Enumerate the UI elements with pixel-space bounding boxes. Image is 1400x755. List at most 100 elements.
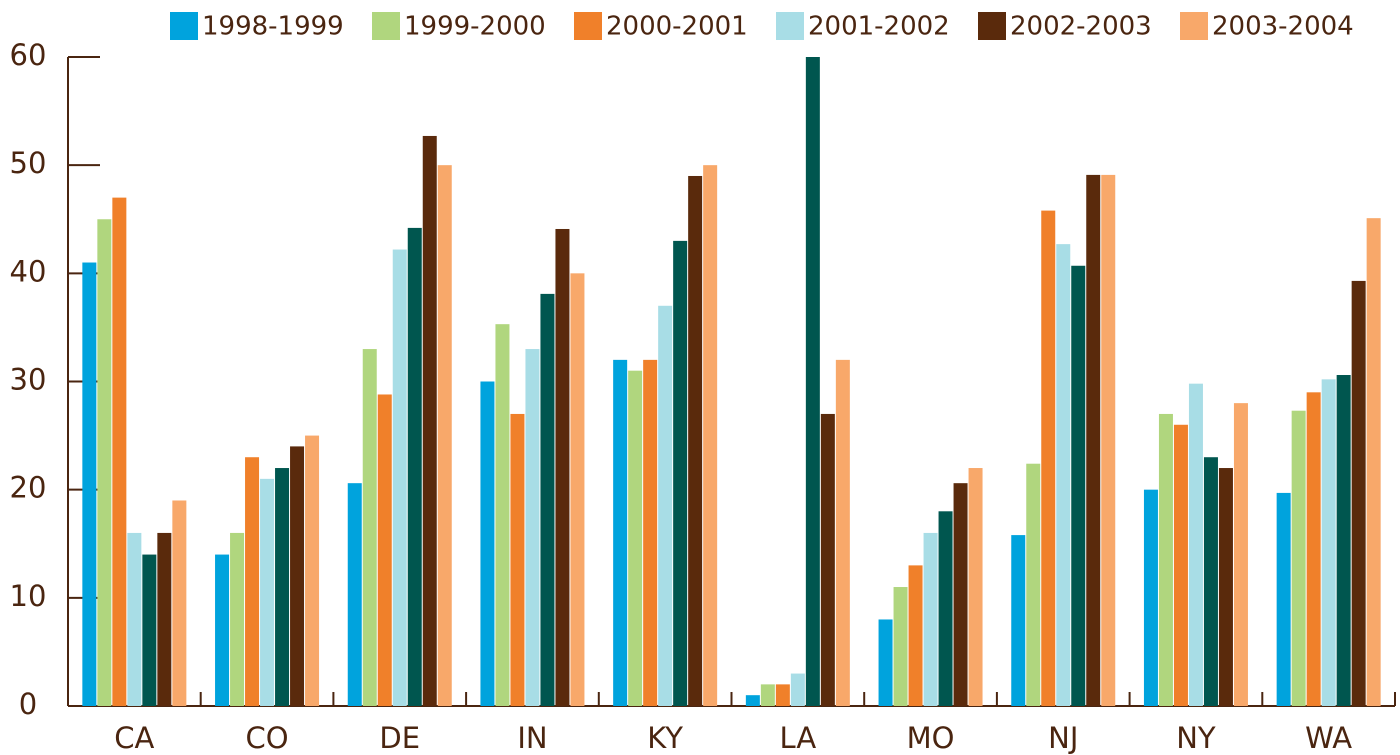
bar xyxy=(555,228,570,707)
bar xyxy=(392,249,407,706)
bar xyxy=(658,305,673,706)
bar xyxy=(1321,379,1336,706)
legend-swatch xyxy=(776,12,804,40)
bar xyxy=(1056,244,1071,706)
bar xyxy=(1218,468,1233,706)
y-tick-label: 0 xyxy=(19,687,37,721)
bar xyxy=(835,359,850,706)
bar xyxy=(1351,280,1366,706)
legend-swatch xyxy=(170,12,198,40)
bar xyxy=(230,532,245,706)
bar xyxy=(157,532,172,706)
bar xyxy=(1336,375,1351,706)
bar xyxy=(1203,457,1218,706)
bar xyxy=(1026,463,1041,706)
bar xyxy=(1086,174,1101,706)
x-tick-label: LA xyxy=(780,721,817,755)
bar xyxy=(260,478,275,706)
bar xyxy=(703,165,718,706)
bar xyxy=(215,554,230,706)
legend-swatch xyxy=(574,12,602,40)
legend-label: 2000-2001 xyxy=(606,12,748,42)
legend-label: 1998-1999 xyxy=(202,12,344,42)
bar xyxy=(938,511,953,706)
legend-label: 2001-2002 xyxy=(808,12,950,42)
bar xyxy=(923,532,938,706)
bar xyxy=(1306,392,1321,706)
bar xyxy=(1158,413,1173,706)
y-tick-label: 10 xyxy=(10,579,47,613)
bar xyxy=(893,587,908,706)
bar xyxy=(1233,403,1248,706)
bar xyxy=(760,684,775,706)
x-tick-label: NY xyxy=(1176,721,1216,755)
x-tick-label: IN xyxy=(517,721,547,755)
bar xyxy=(495,324,510,706)
bar xyxy=(628,370,643,706)
bar xyxy=(275,468,290,706)
legend-label: 1999-2000 xyxy=(404,12,546,42)
bar xyxy=(908,565,923,706)
bar xyxy=(968,468,983,706)
x-tick-label: MO xyxy=(907,721,955,755)
bar xyxy=(1041,210,1056,706)
bar xyxy=(172,500,187,706)
x-tick-label: KY xyxy=(647,721,683,755)
bar xyxy=(643,359,658,706)
bar xyxy=(1071,265,1086,706)
y-tick-label: 30 xyxy=(10,363,47,397)
bar xyxy=(570,273,585,706)
bar xyxy=(245,457,260,706)
bar xyxy=(437,165,452,706)
bar xyxy=(953,483,968,706)
legend-swatch xyxy=(372,12,400,40)
bar xyxy=(525,349,540,706)
bar xyxy=(510,413,525,706)
y-tick-label: 40 xyxy=(10,254,47,288)
x-tick-label: WA xyxy=(1305,721,1352,755)
bar xyxy=(422,135,437,706)
bar xyxy=(1011,535,1026,706)
legend-swatch xyxy=(1180,12,1208,40)
bar xyxy=(362,349,377,706)
bar xyxy=(745,695,760,706)
bar xyxy=(540,293,555,706)
bar xyxy=(347,483,362,706)
bar xyxy=(1188,383,1203,706)
legend-label: 2003-2004 xyxy=(1212,12,1354,42)
x-tick-label: CA xyxy=(114,721,154,755)
bar xyxy=(1173,424,1188,706)
bar xyxy=(480,381,495,706)
y-tick-label: 20 xyxy=(10,471,47,505)
y-tick-label: 50 xyxy=(10,146,47,180)
bar xyxy=(688,175,703,706)
bar xyxy=(790,673,805,706)
x-tick-label: NJ xyxy=(1048,721,1078,755)
bar xyxy=(1101,174,1116,706)
legend-swatch xyxy=(978,12,1006,40)
bar xyxy=(112,197,127,706)
bar xyxy=(613,359,628,706)
bar xyxy=(673,240,688,706)
bar xyxy=(407,227,422,707)
x-tick-label: DE xyxy=(379,721,420,755)
bar xyxy=(805,57,820,706)
bar xyxy=(775,684,790,706)
bar xyxy=(142,554,157,706)
bar xyxy=(1366,218,1381,706)
bar xyxy=(82,262,97,706)
bar xyxy=(1276,492,1291,706)
bar xyxy=(127,532,142,706)
bar xyxy=(1143,489,1158,706)
bar xyxy=(290,446,305,706)
x-tick-label: CO xyxy=(246,721,289,755)
bar xyxy=(377,394,392,706)
legend-label: 2002-2003 xyxy=(1010,12,1152,42)
bar xyxy=(97,219,112,706)
bar xyxy=(820,413,835,706)
bar xyxy=(305,435,320,706)
bar xyxy=(1291,410,1306,706)
y-tick-label: 60 xyxy=(10,38,47,72)
bar xyxy=(878,619,893,706)
